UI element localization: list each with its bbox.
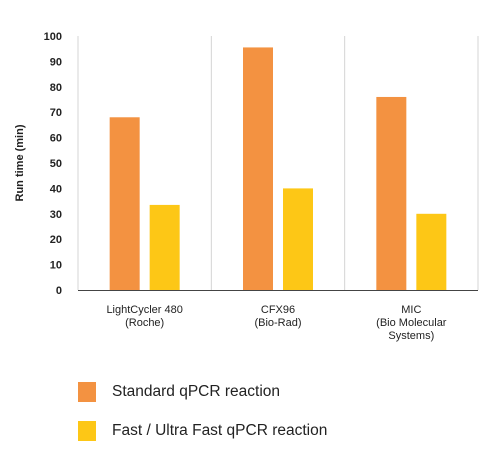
y-tick-label: 20 [50,234,62,246]
y-tick-label: 100 [44,31,62,43]
y-tick-label: 90 [50,56,62,68]
x-tick-label: (Bio-Rad) [254,317,301,329]
bar-series-0-1 [243,47,273,291]
y-tick-label: 40 [50,183,62,195]
x-tick-label: MIC [401,304,421,316]
y-tick-label: 30 [50,209,62,221]
y-axis-title: Run time (min) [14,124,26,201]
legend-swatch [78,382,96,402]
y-tick-label: 0 [56,285,62,297]
legend-swatch [78,421,96,441]
y-tick-label: 60 [50,133,62,145]
x-tick-label: Systems) [388,330,434,342]
y-tick-label: 80 [50,82,62,94]
y-tick-label: 70 [50,107,62,119]
x-tick-label: (Bio Molecular [376,317,447,329]
bar-series-1-2 [416,213,447,290]
y-tick-label: 50 [50,158,62,170]
x-tick-label: (Roche) [125,317,164,329]
legend-label: Fast / Ultra Fast qPCR reaction [112,422,328,439]
bar-chart: 0 10 20 30 40 50 60 70 80 90 100 Run time (min) Ligh… [14,31,479,342]
x-tick-label: CFX96 [261,304,295,316]
y-tick-label: 10 [50,260,62,272]
legend-item: Fast / Ultra Fast qPCR reaction [78,420,478,442]
bar-series-1-0 [149,204,180,290]
bar-series-1-1 [283,188,313,290]
legend-item: Standard qPCR reaction [78,381,478,403]
bar-series-0-2 [376,96,407,291]
x-tick-label: LightCycler 480 [106,304,182,316]
bar-series-0-0 [109,117,140,290]
legend-label: Standard qPCR reaction [112,383,281,400]
